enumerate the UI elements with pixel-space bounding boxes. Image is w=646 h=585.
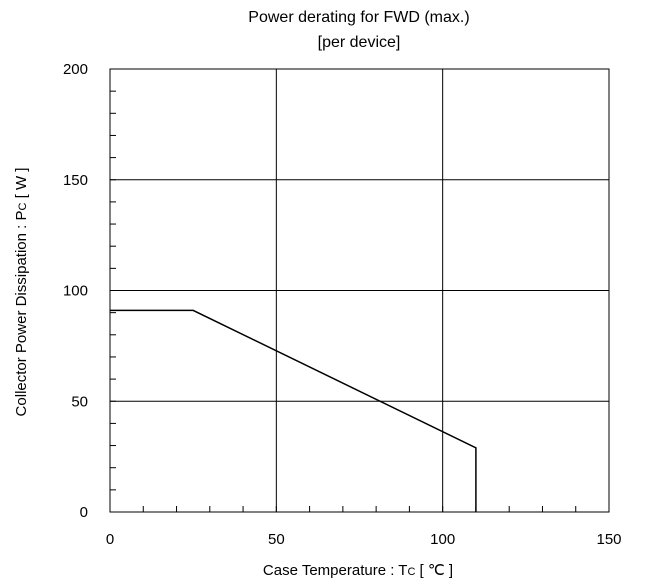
x-axis-label-sub: C	[407, 566, 415, 578]
grid-lines	[110, 69, 609, 512]
x-tick-label: 50	[268, 531, 285, 548]
x-tick-label: 0	[106, 531, 114, 548]
y-tick-label: 200	[63, 61, 88, 78]
y-axis-label-suffix: [ W ]	[13, 168, 30, 203]
y-tick-labels: 0 50 100 150 200	[63, 61, 88, 521]
plot-frame	[109, 68, 610, 513]
y-tick-label: 0	[80, 504, 88, 521]
x-tick-labels: 0 50 100 150	[106, 531, 622, 548]
y-tick-label: 150	[63, 172, 88, 189]
chart-subtitle: [per device]	[318, 34, 401, 51]
y-axis-label-prefix: Collector Power Dissipation : P	[13, 211, 30, 417]
x-tick-label: 150	[596, 531, 621, 548]
chart-title: Power derating for FWD (max.)	[248, 9, 469, 26]
y-axis-label-sub: C	[17, 203, 29, 211]
x-axis-label: Case Temperature : TC [ ℃ ]	[263, 562, 453, 579]
minor-ticks	[110, 90, 577, 512]
y-tick-label: 50	[71, 393, 88, 410]
y-tick-label: 100	[63, 283, 88, 300]
y-axis-label: Collector Power Dissipation : PC [ W ]	[13, 168, 30, 417]
x-axis-label-suffix: [ ℃ ]	[415, 562, 453, 579]
series-layer	[110, 309, 477, 512]
series-line-0	[110, 309, 477, 512]
x-axis-label-prefix: Case Temperature : T	[263, 562, 408, 579]
x-tick-label: 100	[430, 531, 455, 548]
